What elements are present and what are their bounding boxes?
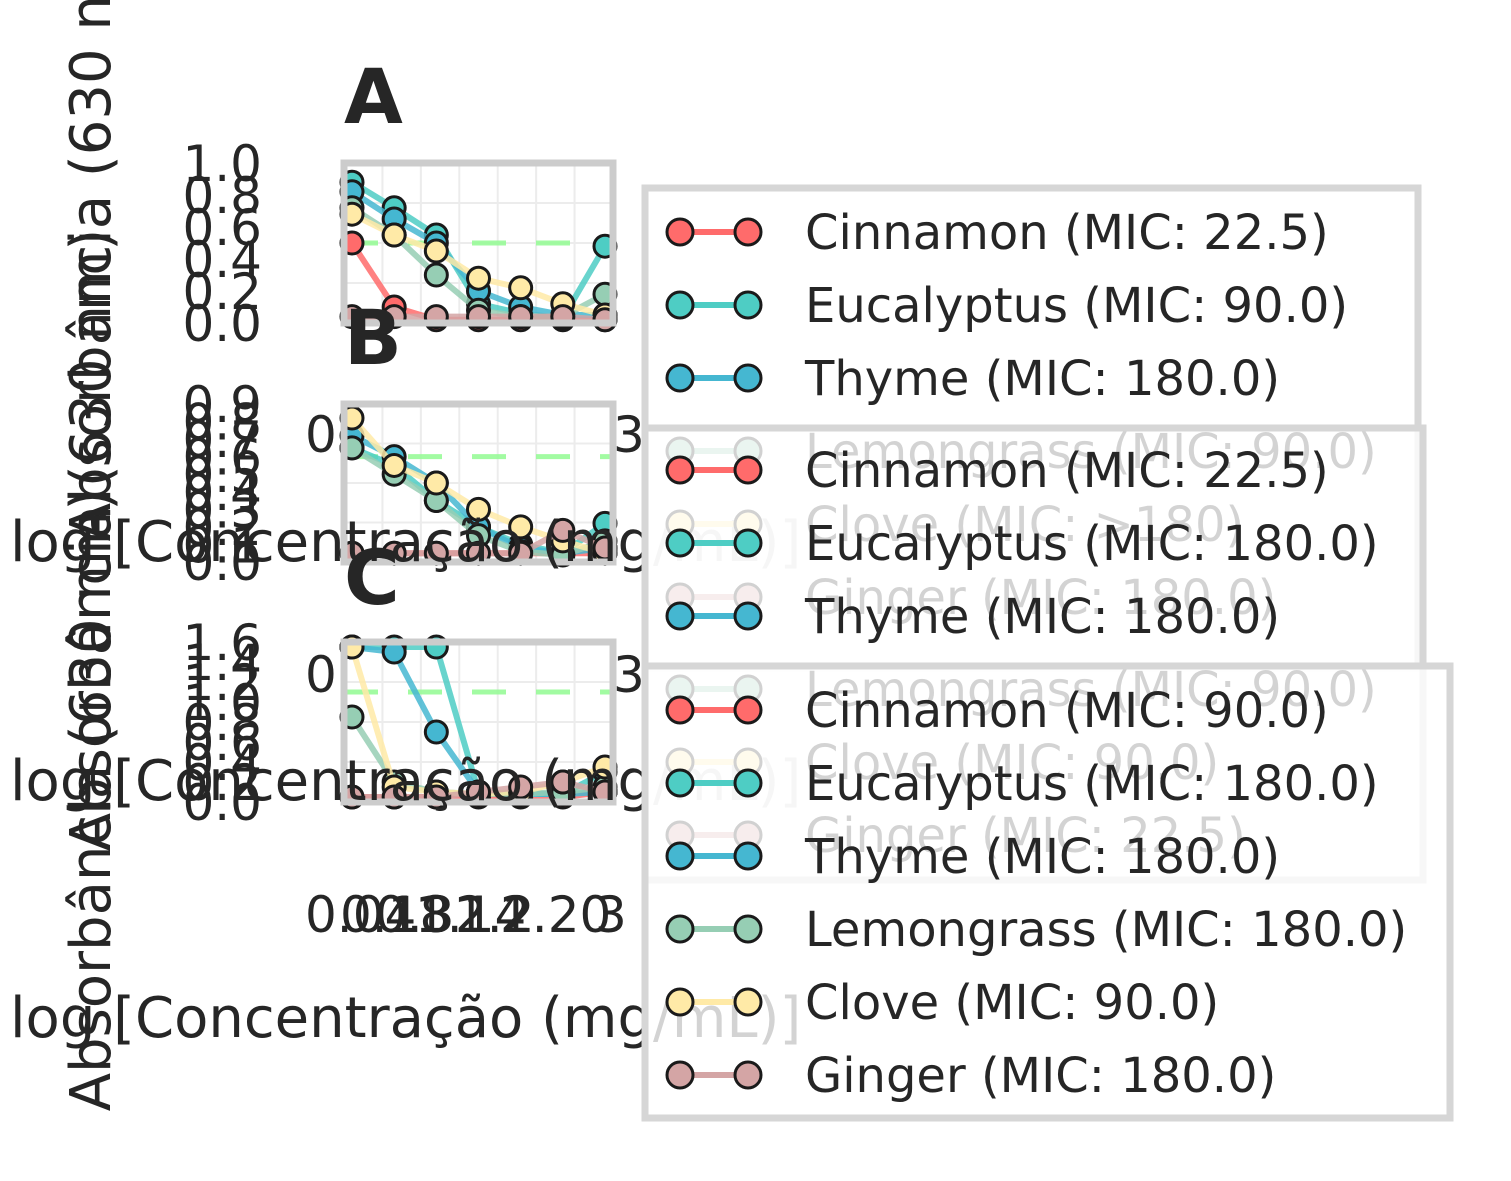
legend-marker [733,363,763,393]
legend-entry: Eucalyptus (MIC: 90.0) [805,278,1348,334]
legend-entry: Cinnamon (MIC: 22.5) [805,443,1329,499]
legend-marker [665,987,695,1017]
legend-marker [733,455,763,485]
y-tick-label: 0.6 [182,429,262,487]
y-tick-label: 0.0 [182,774,262,832]
legend-box [641,662,1454,1122]
legend-marker [665,363,695,393]
x-tick-label: 3 [595,886,627,944]
y-tick-label: 0.8 [182,694,262,752]
legend-marker [665,217,695,247]
y-tick-label: 0.3 [182,481,262,539]
y-tick-label: 0.2 [182,754,262,812]
legend-marker [665,914,695,944]
y-tick-label: 0.0 [182,295,262,353]
x-tick-label: 3 [613,406,645,464]
panel-label: B [344,293,402,382]
legend-entry: Eucalyptus (MIC: 180.0) [805,756,1379,812]
data-point [423,262,449,288]
data-point [423,470,449,496]
x-tick-label: 0.04 [305,886,416,944]
panel-frame [340,159,617,327]
legend-marker [733,290,763,320]
x-tick-label: 1.14 [415,886,526,944]
data-point [550,769,576,795]
legend-marker [733,528,763,558]
panel-label: C [344,533,400,622]
data-point [550,517,576,543]
legend-marker [733,987,763,1017]
y-axis-label: Absorbância (630 nm) [59,489,124,1112]
y-tick-label: 0.5 [182,446,262,504]
data-point [466,496,491,522]
legend-marker [733,695,763,725]
x-tick-label: 0.18 [340,886,451,944]
legend-marker [665,841,695,871]
x-tick-label: 2.20 [500,886,611,944]
y-tick-label: 0.6 [182,199,262,257]
legend-marker [665,601,695,631]
legend-marker [665,1060,695,1090]
legend-marker [733,914,763,944]
legend-marker [665,528,695,558]
data-point [423,719,449,745]
y-tick-label: 0.2 [182,263,262,321]
x-tick-label: 0.31 [375,886,486,944]
y-tick-label: 1.0 [182,674,262,732]
y-tick-label: 0.8 [182,394,262,452]
x-tick-label: 2.2 [455,886,535,944]
y-tick-label: 0.7 [182,411,262,469]
legend-marker [665,768,695,798]
legend-entry: Cinnamon (MIC: 22.5) [805,205,1329,261]
y-tick-label: 0.9 [182,376,262,434]
data-point [508,275,534,301]
data-point [381,452,407,478]
panel-label: A [344,52,403,141]
y-tick-label: 0.2 [182,499,262,557]
y-tick-label: 0.8 [182,167,262,225]
legend-marker [733,768,763,798]
x-tick-label: 0 [305,406,337,464]
panel-frame [340,638,617,806]
y-tick-label: 0.4 [182,231,262,289]
panel-frame [340,400,617,566]
data-point [508,514,534,540]
legend-entry: Clove (MIC: 90.0) [805,975,1219,1031]
y-tick-label: 1.2 [182,654,262,712]
legend-marker [733,1060,763,1090]
data-point [423,238,449,264]
legend-entry: Eucalyptus (MIC: 180.0) [805,516,1379,572]
legend-marker [665,695,695,725]
data-point [508,774,534,800]
y-tick-label: 0.1 [182,516,262,574]
legend-marker [665,455,695,485]
y-tick-label: 0.4 [182,734,262,792]
x-tick-label: 0 [305,646,337,704]
x-tick-label: 3 [613,646,645,704]
y-tick-label: 0.4 [182,464,262,522]
legend-entry: Thyme (MIC: 180.0) [804,829,1280,885]
y-tick-label: 1.4 [182,634,262,692]
y-tick-label: 1.6 [182,614,262,672]
legend-entry: Ginger (MIC: 180.0) [805,1048,1276,1104]
y-tick-label: 1.0 [182,135,262,193]
data-point [381,222,407,248]
y-tick-label: 0.6 [182,714,262,772]
legend-entry: Lemongrass (MIC: 180.0) [805,902,1407,958]
legend-entry: Cinnamon (MIC: 90.0) [805,683,1329,739]
y-axis-label: Absorbância (630 nm) [59,0,124,541]
legend-marker [733,841,763,871]
legend-marker [733,217,763,247]
y-tick-label: 0.0 [182,534,262,592]
legend-marker [665,290,695,320]
data-point [466,265,491,291]
legend-entry: Thyme (MIC: 180.0) [804,351,1280,407]
legend-marker [733,601,763,631]
legend-entry: Thyme (MIC: 180.0) [804,589,1280,645]
y-axis-label: Absorbância (630 nm) [59,229,124,852]
